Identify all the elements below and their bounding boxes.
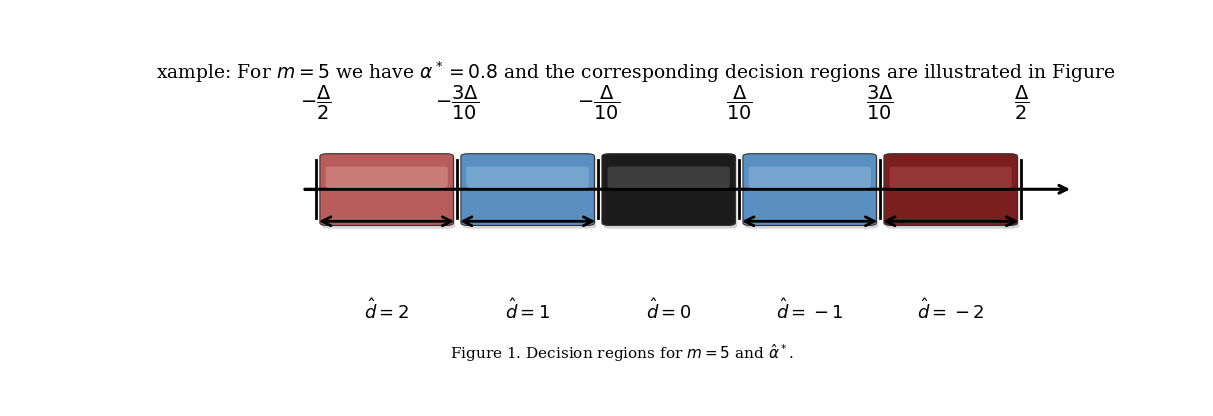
Text: $\hat{d} = -1$: $\hat{d} = -1$ bbox=[776, 299, 843, 323]
FancyBboxPatch shape bbox=[884, 154, 1018, 225]
FancyBboxPatch shape bbox=[885, 156, 1019, 229]
FancyBboxPatch shape bbox=[745, 156, 878, 229]
Text: $-\dfrac{3\Delta}{10}$: $-\dfrac{3\Delta}{10}$ bbox=[435, 84, 479, 122]
FancyBboxPatch shape bbox=[742, 154, 877, 225]
FancyBboxPatch shape bbox=[461, 154, 594, 225]
FancyBboxPatch shape bbox=[748, 166, 871, 188]
Text: $\hat{d} = -2$: $\hat{d} = -2$ bbox=[917, 299, 985, 323]
FancyBboxPatch shape bbox=[463, 156, 597, 229]
Text: $\dfrac{3\Delta}{10}$: $\dfrac{3\Delta}{10}$ bbox=[866, 84, 894, 122]
Text: $\hat{d} = 1$: $\hat{d} = 1$ bbox=[505, 299, 551, 323]
Text: $\hat{d} = 0$: $\hat{d} = 0$ bbox=[645, 299, 691, 323]
Text: $\dfrac{\Delta}{2}$: $\dfrac{\Delta}{2}$ bbox=[1014, 84, 1029, 122]
Text: Figure 1. Decision regions for $m = 5$ and $\hat{\alpha}^*$.: Figure 1. Decision regions for $m = 5$ a… bbox=[450, 342, 793, 364]
FancyBboxPatch shape bbox=[325, 166, 448, 188]
Text: xample: For $m = 5$ we have $\alpha^* = 0.8$ and the corresponding decision regi: xample: For $m = 5$ we have $\alpha^* = … bbox=[156, 59, 1116, 85]
FancyBboxPatch shape bbox=[602, 154, 735, 225]
FancyBboxPatch shape bbox=[889, 166, 1012, 188]
Text: $\hat{d} = 2$: $\hat{d} = 2$ bbox=[364, 299, 409, 323]
FancyBboxPatch shape bbox=[608, 166, 730, 188]
Text: $-\dfrac{\Delta}{10}$: $-\dfrac{\Delta}{10}$ bbox=[576, 84, 620, 122]
Text: $-\dfrac{\Delta}{2}$: $-\dfrac{\Delta}{2}$ bbox=[301, 84, 332, 122]
FancyBboxPatch shape bbox=[604, 156, 738, 229]
FancyBboxPatch shape bbox=[467, 166, 588, 188]
Text: $\dfrac{\Delta}{10}$: $\dfrac{\Delta}{10}$ bbox=[725, 84, 752, 122]
FancyBboxPatch shape bbox=[320, 154, 454, 225]
FancyBboxPatch shape bbox=[321, 156, 455, 229]
